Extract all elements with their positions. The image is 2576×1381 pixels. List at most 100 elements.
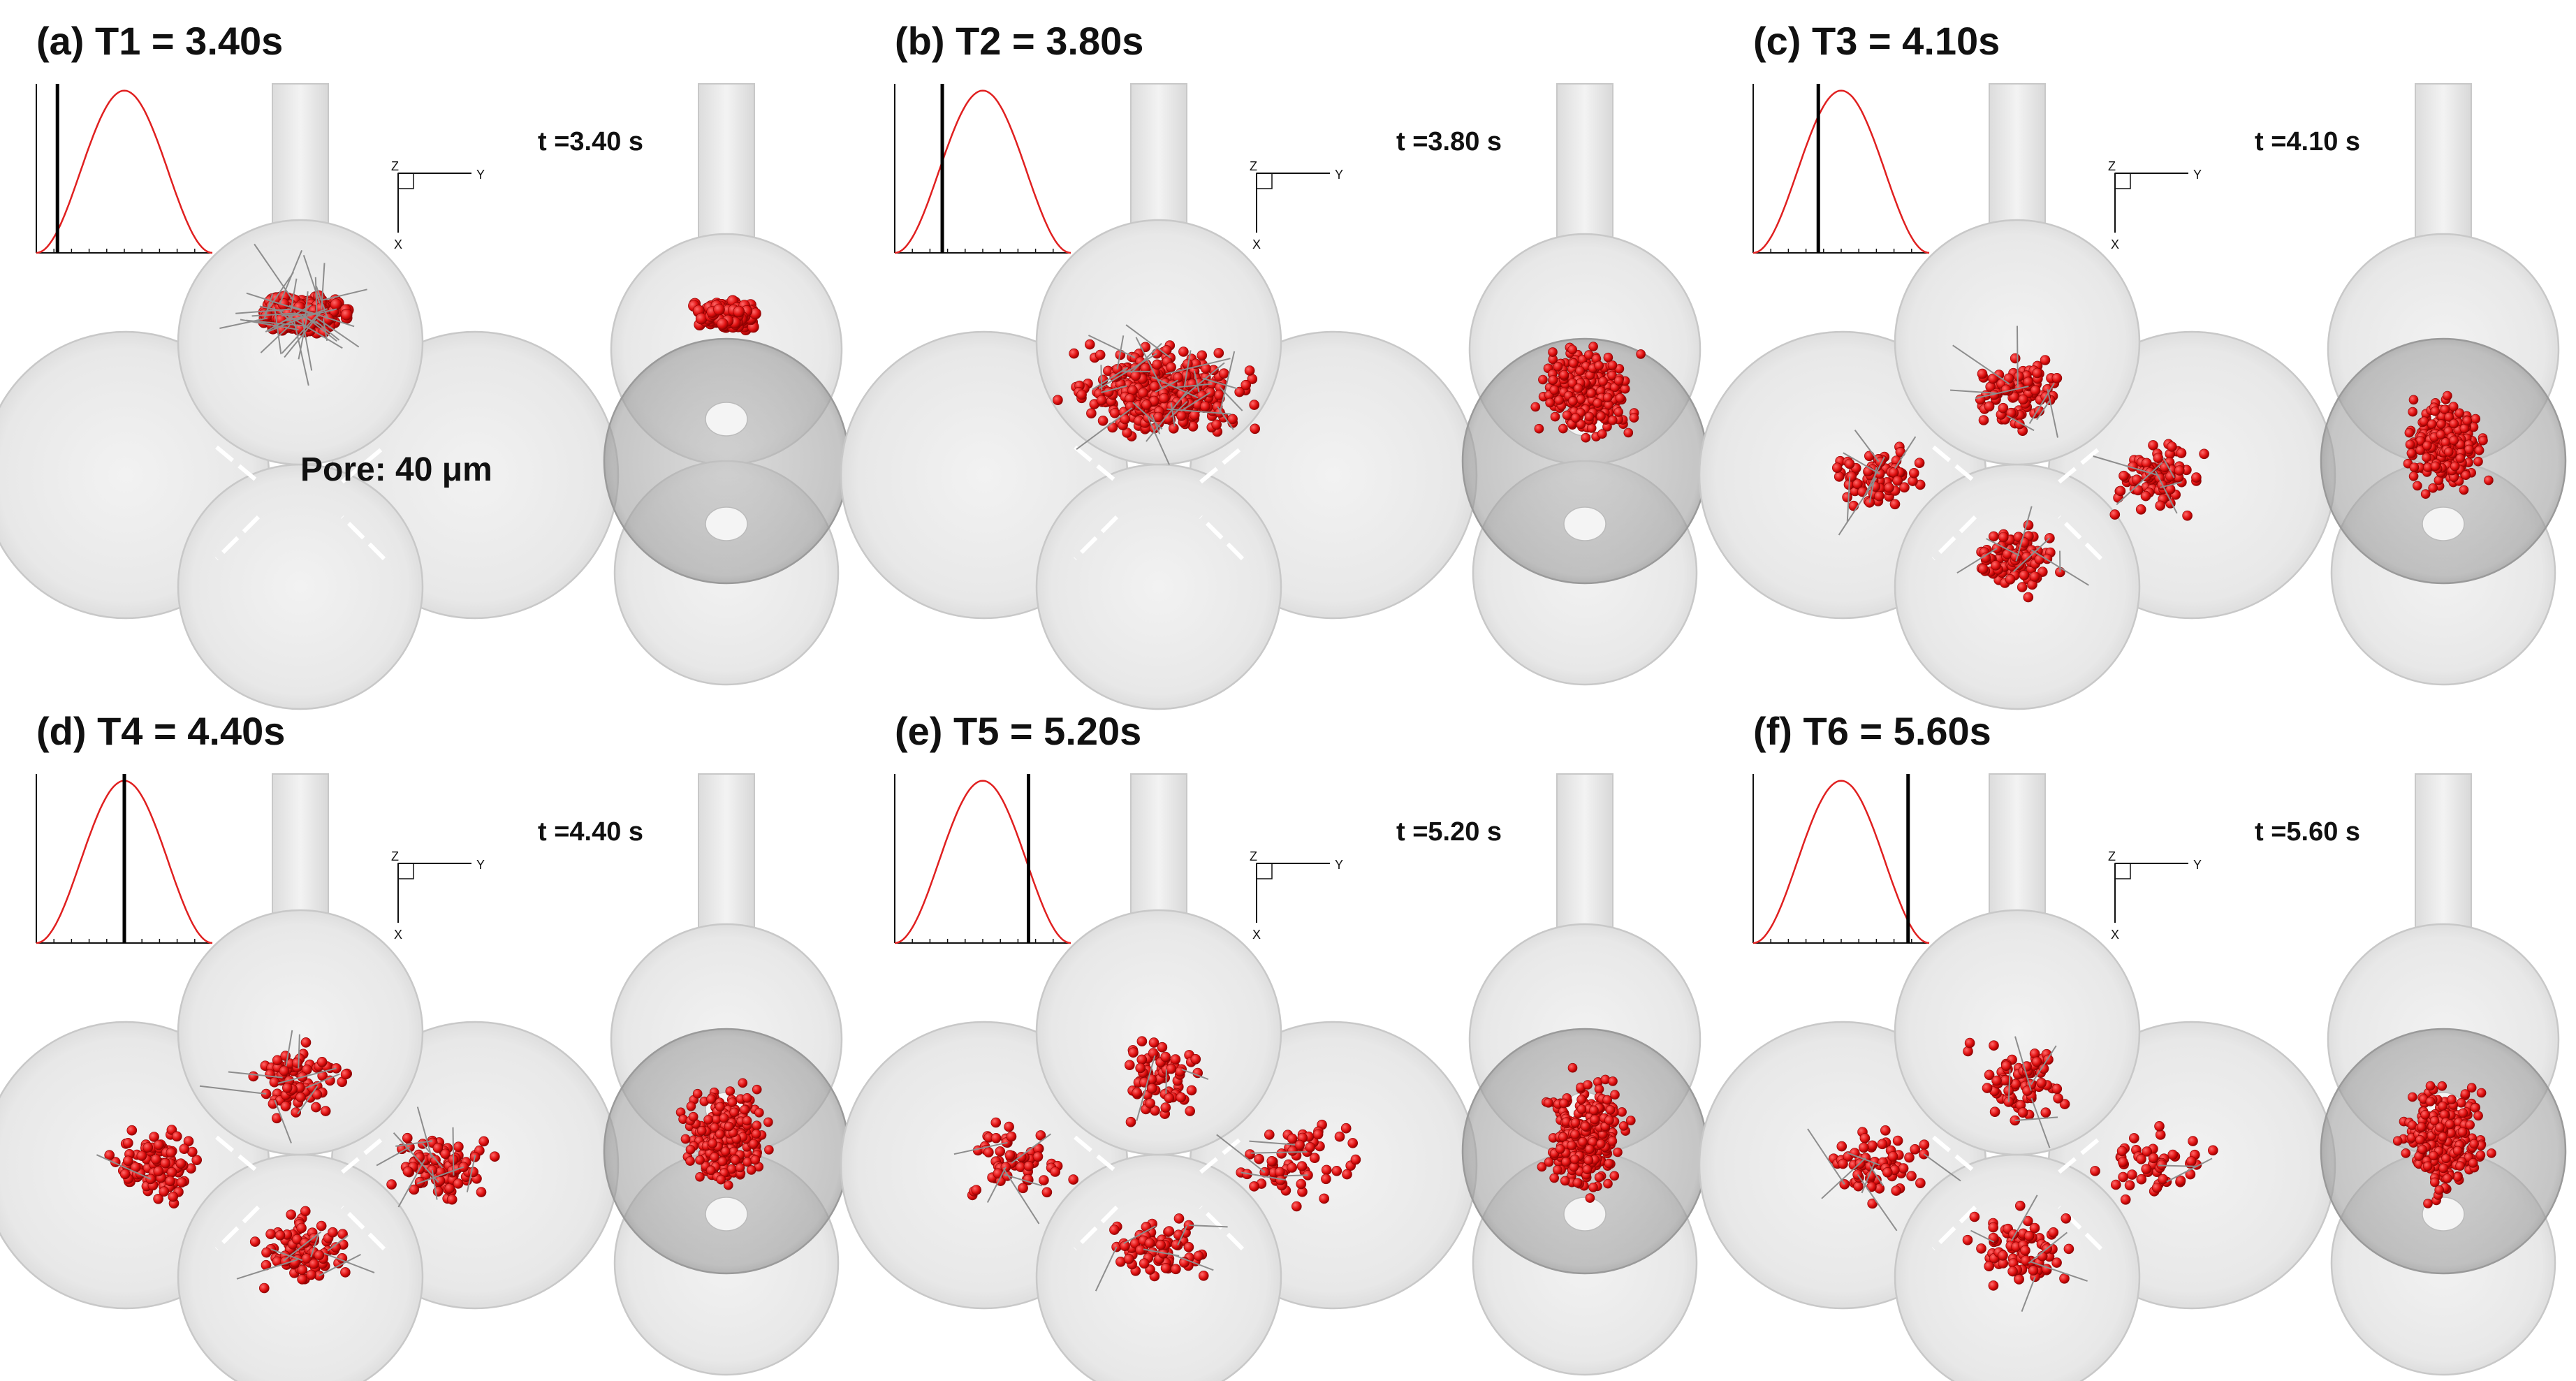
particle bbox=[2028, 1265, 2039, 1276]
particle bbox=[297, 1274, 307, 1285]
side-particle bbox=[2445, 1119, 2455, 1130]
particle bbox=[269, 1076, 280, 1088]
side-particle bbox=[1594, 1172, 1604, 1183]
particle bbox=[1988, 531, 1999, 542]
velocity-arrow bbox=[274, 307, 282, 355]
particle bbox=[2186, 1156, 2197, 1167]
particle bbox=[1171, 1264, 1181, 1275]
particle bbox=[1096, 395, 1107, 406]
particle bbox=[1146, 1083, 1157, 1094]
particle bbox=[2118, 1157, 2128, 1167]
particle bbox=[1189, 409, 1200, 421]
axis-x-letter: X bbox=[1252, 928, 1261, 942]
pore-label: Pore: 40 μm bbox=[300, 451, 492, 488]
particle bbox=[1175, 1066, 1185, 1077]
side-particle bbox=[1581, 432, 1591, 443]
particle bbox=[1018, 1183, 1028, 1194]
side-particle bbox=[731, 1155, 740, 1165]
particle bbox=[340, 308, 353, 321]
pulse-inset bbox=[894, 84, 1071, 254]
front-view bbox=[0, 83, 620, 710]
side-particle bbox=[1589, 1105, 1599, 1116]
side-particle bbox=[1586, 388, 1596, 398]
side-particle bbox=[2452, 1146, 2463, 1156]
velocity-arrow bbox=[1166, 408, 1231, 415]
particle bbox=[1200, 401, 1210, 412]
particle bbox=[297, 1264, 308, 1276]
side-particle bbox=[2404, 428, 2415, 438]
side-particle bbox=[1559, 1098, 1569, 1109]
side-particle bbox=[2429, 1150, 2438, 1161]
particle bbox=[1152, 359, 1163, 370]
particle bbox=[316, 1056, 328, 1067]
velocity-arrow bbox=[305, 291, 309, 318]
side-particle bbox=[2434, 1185, 2444, 1195]
particle bbox=[1859, 1133, 1871, 1143]
side-particle bbox=[715, 1129, 725, 1139]
particle bbox=[1170, 1054, 1181, 1065]
particle bbox=[1159, 393, 1169, 404]
pulse-inset bbox=[1752, 774, 1930, 944]
particle bbox=[300, 1037, 312, 1048]
axis-corner bbox=[1256, 863, 1273, 879]
side-particle bbox=[680, 1134, 691, 1144]
top-sphere bbox=[1035, 909, 1282, 1156]
side-particle bbox=[1572, 1178, 1583, 1188]
axis-x-letter: X bbox=[394, 928, 402, 942]
side-particle bbox=[2484, 475, 2494, 485]
particle bbox=[300, 1206, 311, 1217]
particle bbox=[1141, 1222, 1152, 1232]
particle bbox=[1296, 1161, 1308, 1171]
side-view bbox=[1461, 83, 1708, 686]
particle bbox=[1842, 492, 1852, 503]
side-particle bbox=[2435, 1123, 2445, 1132]
particle bbox=[1331, 1165, 1342, 1176]
side-particle bbox=[1617, 1107, 1627, 1117]
velocity-arrow bbox=[2017, 326, 2019, 387]
particle bbox=[2029, 571, 2040, 582]
particle bbox=[280, 1101, 291, 1111]
velocity-arrow bbox=[1125, 324, 1171, 359]
particle bbox=[1097, 415, 1108, 426]
particle bbox=[1254, 1153, 1264, 1164]
side-particle bbox=[1597, 429, 1607, 439]
particle bbox=[1991, 1075, 2002, 1086]
side-pore-lower bbox=[705, 1197, 748, 1232]
particle bbox=[1176, 410, 1187, 421]
side-particle bbox=[2461, 470, 2471, 481]
side-particle bbox=[752, 1120, 762, 1131]
velocity-arrow bbox=[254, 243, 293, 300]
side-particle bbox=[2436, 419, 2446, 430]
particle bbox=[1266, 1155, 1278, 1167]
velocity-arrow bbox=[1088, 335, 1136, 358]
pulse-inset bbox=[894, 774, 1071, 944]
particle bbox=[1988, 1280, 1999, 1291]
axis-corner bbox=[2114, 173, 2131, 189]
velocity-arrow bbox=[1174, 383, 1213, 388]
side-particle bbox=[724, 1180, 733, 1190]
axis-y-letter: Y bbox=[476, 858, 485, 872]
bottom-sphere bbox=[177, 463, 424, 710]
particle bbox=[153, 1166, 164, 1177]
particle bbox=[340, 1267, 351, 1278]
particle bbox=[1877, 1139, 1888, 1150]
velocity-arrow bbox=[284, 312, 321, 358]
particle bbox=[1249, 1181, 1259, 1192]
side-particle bbox=[1558, 1132, 1568, 1142]
side-particle bbox=[2455, 1161, 2465, 1171]
side-particle bbox=[1555, 1144, 1565, 1154]
particle bbox=[1887, 1151, 1898, 1162]
axis-z-letter: Z bbox=[391, 159, 399, 173]
particle bbox=[2175, 1175, 2186, 1186]
particle bbox=[1213, 348, 1224, 358]
particle bbox=[1124, 1060, 1135, 1071]
side-particle bbox=[2392, 1136, 2403, 1146]
side-particle bbox=[703, 1115, 713, 1125]
side-particle bbox=[2436, 430, 2446, 440]
pulse-curve bbox=[894, 780, 1071, 944]
particle bbox=[446, 1194, 458, 1205]
pore-gap bbox=[1199, 445, 1244, 484]
particle bbox=[983, 1147, 994, 1157]
side-particle bbox=[2405, 439, 2415, 450]
axis-triad: Z Y X bbox=[391, 849, 485, 942]
